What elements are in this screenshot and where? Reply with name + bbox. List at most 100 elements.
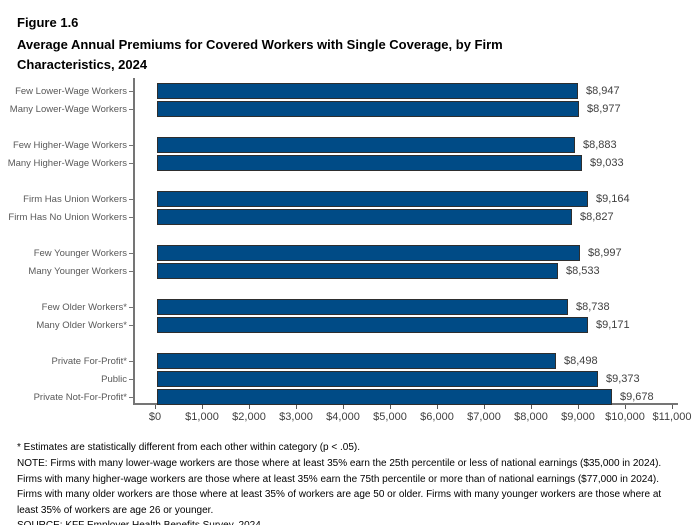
- category-tick: [129, 378, 133, 380]
- category-tick: [129, 252, 133, 254]
- x-axis-tick-label: $5,000: [373, 411, 407, 423]
- premium-bar: [157, 209, 572, 225]
- footnote-source: SOURCE: KFF Employer Health Benefits Sur…: [17, 518, 683, 525]
- premium-bar: [157, 317, 588, 333]
- x-axis-tick-label: $10,000: [605, 411, 645, 423]
- x-axis-tick: [484, 405, 485, 409]
- bar-group: Few Lower-Wage Workers $8,947 Many Lower-W…: [0, 83, 698, 117]
- category-tick: [129, 162, 133, 164]
- bar-group: Few Older Workers* $8,738 Many Older Worke…: [0, 299, 698, 333]
- bar-row: Few Higher-Wage Workers $8,883: [0, 137, 698, 153]
- x-axis-tick: [296, 405, 297, 409]
- bar-row: Public $9,373: [0, 371, 698, 387]
- x-axis-tick-label: $4,000: [326, 411, 360, 423]
- category-label: Private For-Profit*: [51, 355, 128, 367]
- bar-group: Private For-Profit* $8,498 Public $9,373 Pri…: [0, 353, 698, 405]
- bar-row: Private For-Profit* $8,498: [0, 353, 698, 369]
- page-title: Average Annual Premiums for Covered Work…: [17, 37, 503, 72]
- value-label: $9,164: [596, 193, 630, 205]
- bar-row: Firm Has No Union Workers $8,827: [0, 209, 698, 225]
- category-tick: [129, 144, 133, 146]
- value-label: $8,533: [566, 265, 600, 277]
- bar-groups: Few Lower-Wage Workers $8,947 Many Lower-W…: [0, 83, 698, 405]
- bar-row: Firm Has Union Workers $9,164: [0, 191, 698, 207]
- category-tick: [129, 324, 133, 326]
- category-label: Few Higher-Wage Workers: [12, 139, 127, 151]
- footnote-significance: * Estimates are statistically different …: [17, 442, 361, 453]
- value-label: $9,373: [606, 373, 640, 385]
- x-axis-tick-label: $8,000: [514, 411, 548, 423]
- premium-bar: [157, 155, 582, 171]
- premium-bar: [157, 83, 578, 99]
- value-label: $8,738: [576, 301, 610, 313]
- figure-number: Figure 1.6: [17, 15, 79, 30]
- premium-bar: [157, 191, 588, 207]
- bar-group: Firm Has Union Workers $9,164 Firm Has No …: [0, 191, 698, 225]
- premium-bar: [157, 353, 556, 369]
- category-label: Many Higher-Wage Workers: [7, 157, 127, 169]
- category-tick: [129, 198, 133, 200]
- category-tick: [129, 360, 133, 362]
- premium-bar: [157, 101, 579, 117]
- category-label: Public: [101, 373, 127, 385]
- value-label: $9,678: [620, 391, 654, 403]
- x-axis-tick: [249, 405, 250, 409]
- value-label: $8,883: [583, 139, 617, 151]
- bar-chart: Few Lower-Wage Workers $8,947 Many Lower-W…: [0, 78, 698, 428]
- footnote-note: NOTE: Firms with many lower-wage workers…: [17, 458, 662, 516]
- x-axis-tick: [437, 405, 438, 409]
- category-tick: [129, 216, 133, 218]
- category-label: Many Older Workers*: [36, 319, 127, 331]
- x-axis-tick: [155, 405, 156, 409]
- bar-group: Few Higher-Wage Workers $8,883 Many Higher…: [0, 137, 698, 171]
- premium-bar: [157, 299, 568, 315]
- bar-row: Many Higher-Wage Workers $9,033: [0, 155, 698, 171]
- category-label: Few Older Workers*: [41, 301, 127, 313]
- category-tick: [129, 90, 133, 92]
- x-axis-tick: [625, 405, 626, 409]
- bar-row: Few Older Workers* $8,738: [0, 299, 698, 315]
- x-axis-tick-label: $11,000: [652, 411, 692, 423]
- premium-bar: [157, 371, 598, 387]
- bar-row: Few Lower-Wage Workers $8,947: [0, 83, 698, 99]
- premium-bar: [157, 389, 612, 405]
- x-axis-tick: [343, 405, 344, 409]
- category-label: Firm Has No Union Workers: [8, 211, 127, 223]
- x-axis-tick-label: $0: [148, 411, 162, 423]
- x-axis-tick: [202, 405, 203, 409]
- x-axis-tick: [390, 405, 391, 409]
- x-axis-tick-label: $2,000: [232, 411, 266, 423]
- x-axis-tick-label: $3,000: [279, 411, 313, 423]
- bar-row: Many Lower-Wage Workers $8,977: [0, 101, 698, 117]
- value-label: $8,498: [564, 355, 598, 367]
- x-axis-tick: [672, 405, 673, 409]
- premium-bar: [157, 245, 580, 261]
- x-axis: $0 $1,000 $2,000 $3,000 $4,000 $5,000 $6,000 $7…: [0, 405, 698, 427]
- category-label: Few Younger Workers: [33, 247, 127, 259]
- category-tick: [129, 108, 133, 110]
- category-label: Few Lower-Wage Workers: [15, 85, 127, 97]
- premium-bar: [157, 137, 575, 153]
- bar-group: Few Younger Workers $8,997 Many Younger Wo…: [0, 245, 698, 279]
- premium-bar: [157, 263, 558, 279]
- x-axis-tick: [531, 405, 532, 409]
- x-axis-tick-label: $7,000: [467, 411, 501, 423]
- bar-row: Few Younger Workers $8,997: [0, 245, 698, 261]
- x-axis-tick-label: $1,000: [185, 411, 219, 423]
- category-label: Private Not-For-Profit*: [33, 391, 127, 403]
- category-tick: [129, 306, 133, 308]
- x-axis-tick-label: $9,000: [561, 411, 595, 423]
- bar-row: Many Older Workers* $9,171: [0, 317, 698, 333]
- category-tick: [129, 396, 133, 398]
- category-label: Firm Has Union Workers: [23, 193, 127, 205]
- value-label: $8,997: [588, 247, 622, 259]
- x-axis-tick-label: $6,000: [420, 411, 454, 423]
- bar-row: Many Younger Workers $8,533: [0, 263, 698, 279]
- value-label: $8,977: [587, 103, 621, 115]
- category-label: Many Lower-Wage Workers: [9, 103, 127, 115]
- category-tick: [129, 270, 133, 272]
- value-label: $8,827: [580, 211, 614, 223]
- value-label: $9,033: [590, 157, 624, 169]
- value-label: $9,171: [596, 319, 630, 331]
